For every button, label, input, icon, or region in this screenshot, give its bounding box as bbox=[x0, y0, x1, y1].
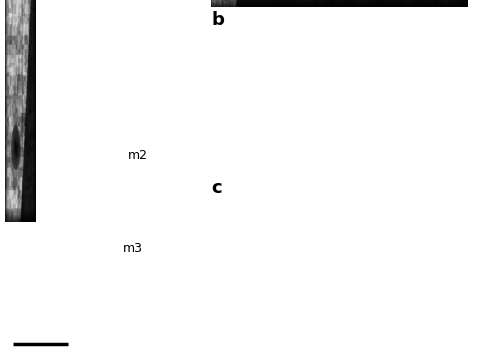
Text: b: b bbox=[211, 11, 224, 29]
Text: a: a bbox=[5, 11, 17, 29]
Text: c: c bbox=[211, 179, 222, 197]
Text: m3: m3 bbox=[123, 242, 143, 255]
Text: m2: m2 bbox=[128, 149, 148, 162]
